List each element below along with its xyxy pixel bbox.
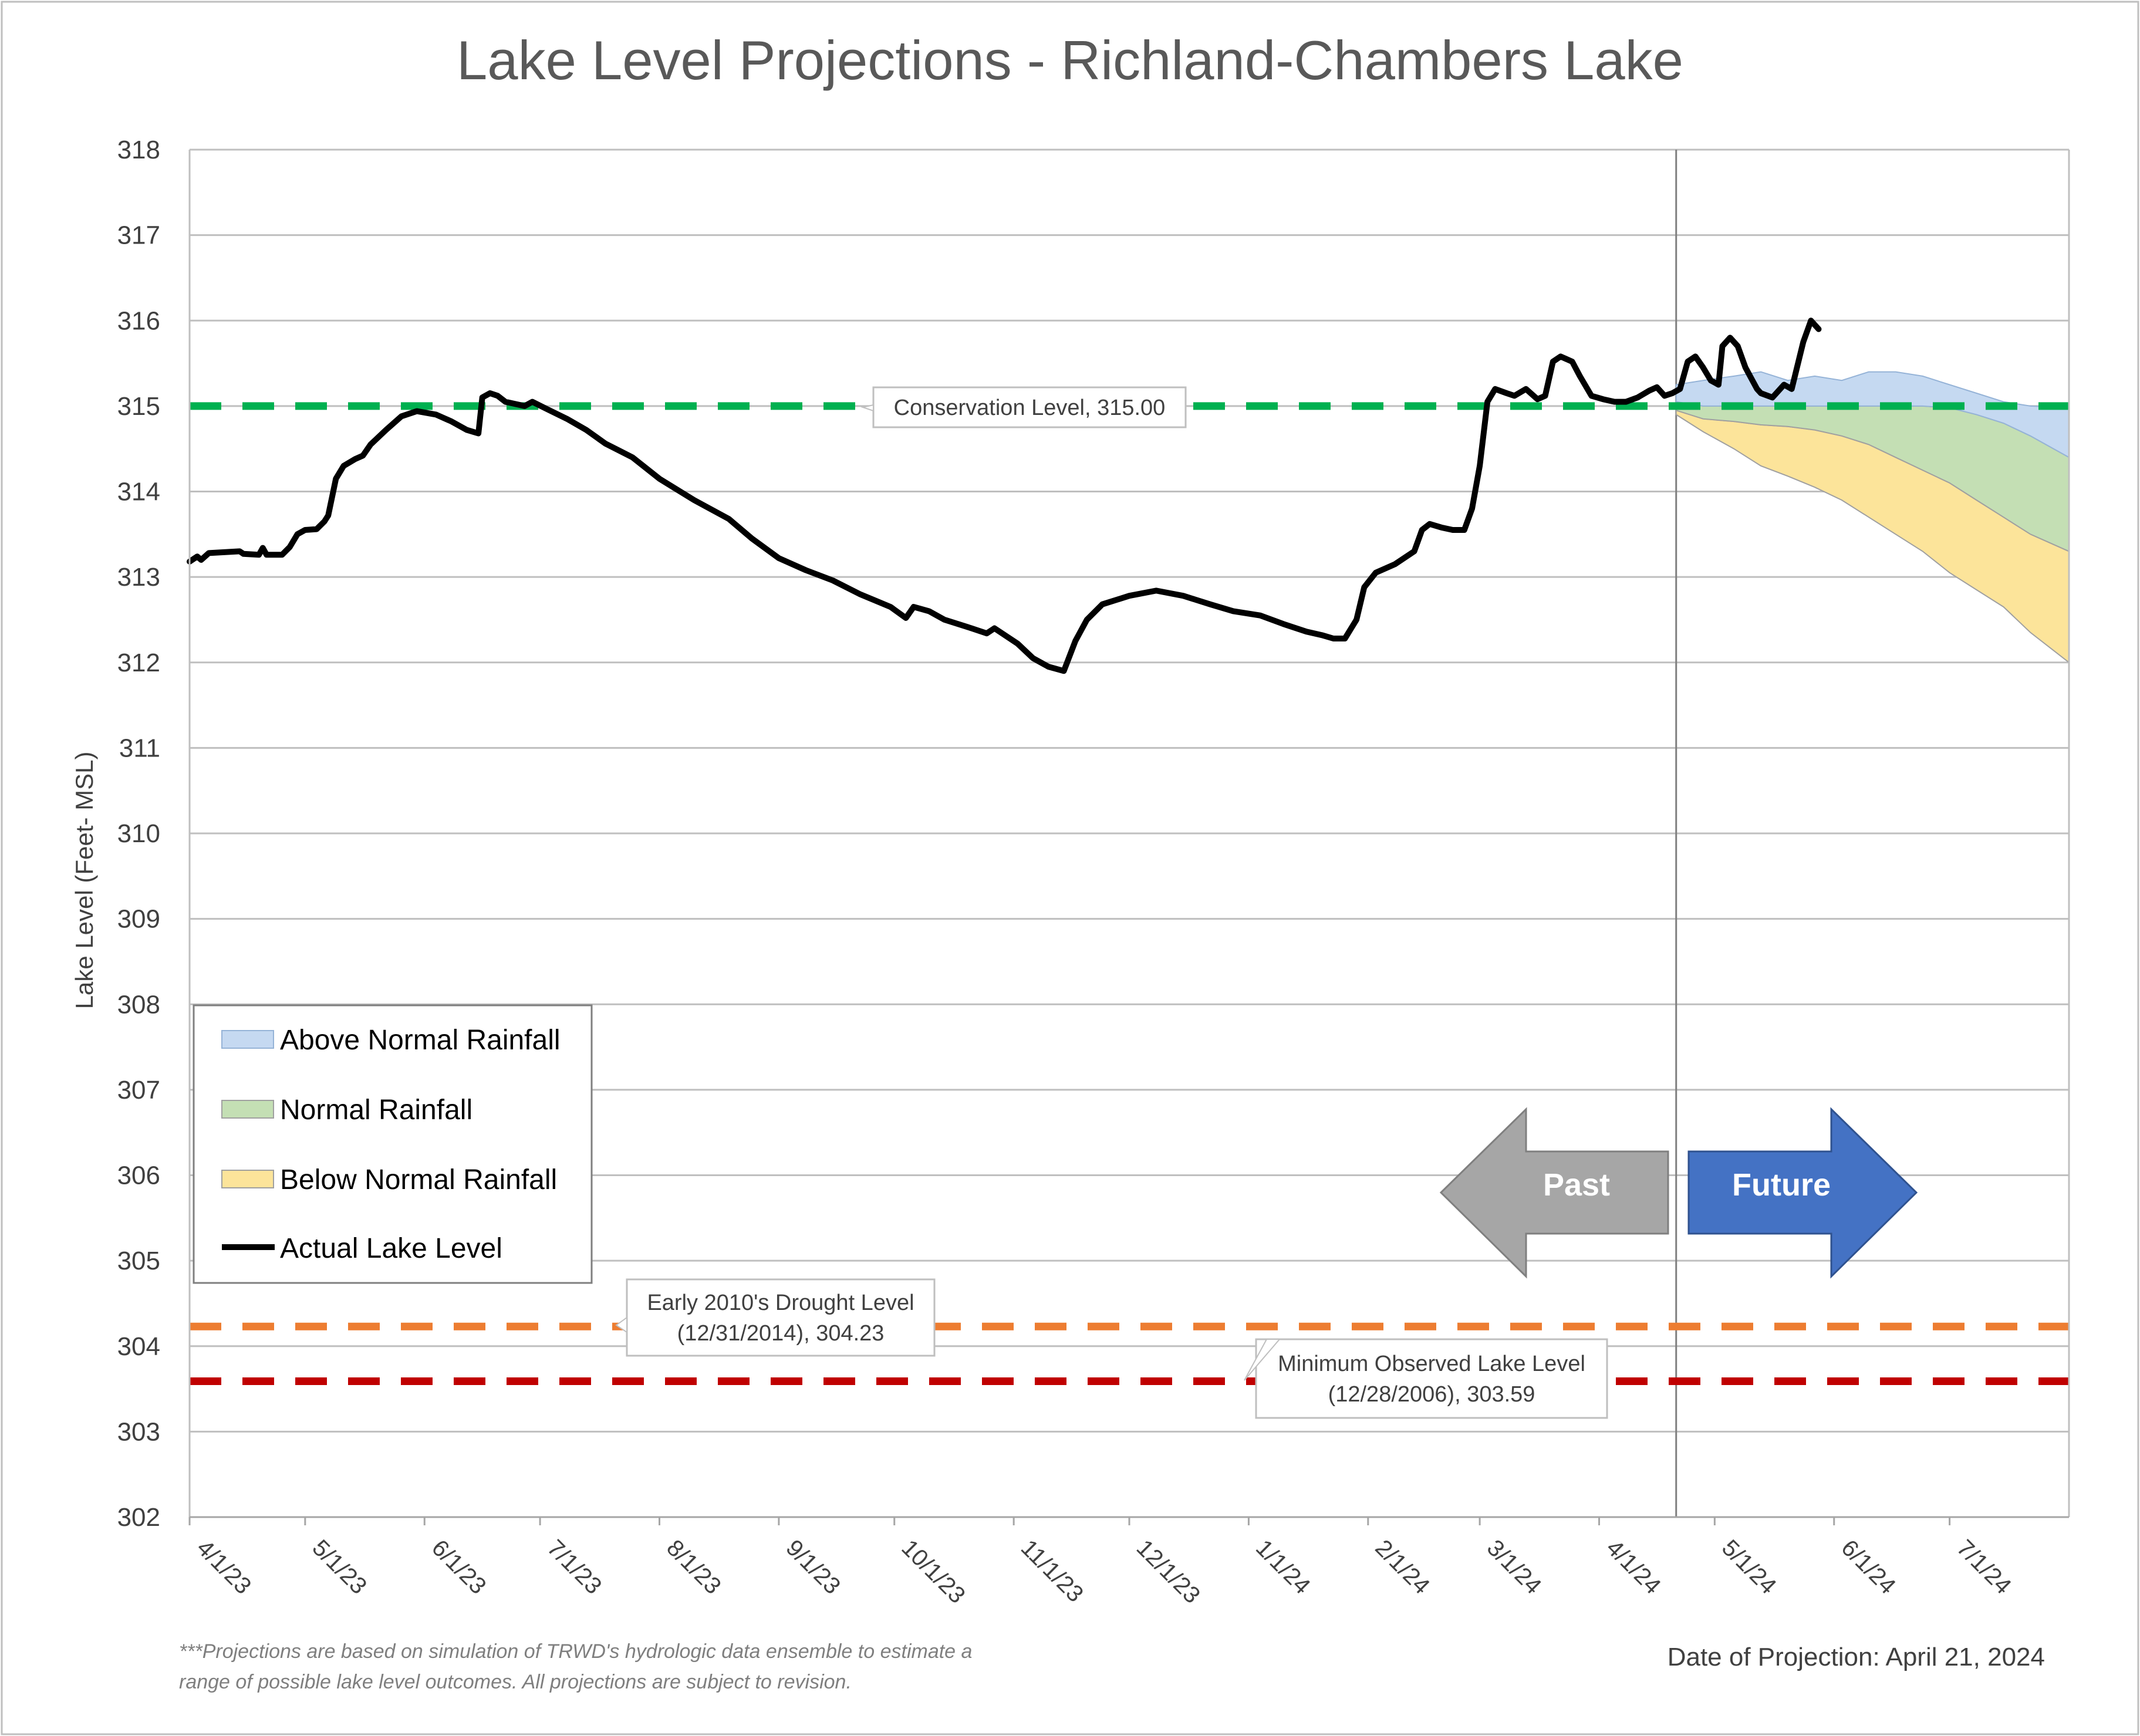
callout-pointer-conservation	[860, 404, 874, 412]
past-arrow-label: Past	[1543, 1167, 1610, 1203]
future-arrow-shape	[1687, 1107, 1918, 1279]
callout-box-minimum	[1255, 1338, 1608, 1419]
callout-pointer-minimum	[1244, 1339, 1281, 1381]
past-arrow-shape	[1439, 1107, 1669, 1279]
legend: Above Normal Rainfall Normal Rainfall Be…	[193, 1004, 593, 1284]
y-tick-label: 317	[117, 221, 160, 250]
future-arrow-label: Future	[1732, 1167, 1831, 1203]
chart-title: Lake Level Projections - Richland-Chambe…	[457, 29, 1683, 91]
y-tick-label: 307	[117, 1076, 160, 1105]
projection-date: Date of Projection: April 21, 2024	[1668, 1643, 2045, 1671]
legend-label-above: Above Normal Rainfall	[280, 1025, 561, 1056]
actual-series	[187, 318, 1822, 674]
callout-text-minimum: Minimum Observed Lake Level	[1278, 1352, 1585, 1376]
y-tick-label: 313	[117, 563, 160, 592]
y-tick-label: 316	[117, 306, 160, 335]
y-tick-label: 304	[117, 1332, 160, 1361]
callout-text-minimum: (12/28/2006), 303.59	[1328, 1382, 1535, 1407]
legend-label-actual: Actual Lake Level	[280, 1233, 502, 1264]
y-tick-label: 315	[117, 392, 160, 421]
legend-label-normal: Normal Rainfall	[280, 1095, 472, 1126]
y-tick-label: 309	[117, 905, 160, 934]
actual-lake-level-line	[187, 318, 1822, 674]
footnote-line-1: ***Projections are based on simulation o…	[179, 1640, 972, 1663]
reference-labels: Conservation Level, 315.00 Early 2010's D…	[615, 386, 1608, 1419]
past-arrow: Past	[1439, 1107, 1669, 1279]
future-arrow: Future	[1687, 1107, 1918, 1279]
callout-text-drought: Early 2010's Drought Level	[647, 1291, 914, 1315]
callout-box-drought	[626, 1278, 936, 1357]
callout-text-conservation: Conservation Level, 315.00	[894, 396, 1166, 420]
legend-swatch-above	[221, 1030, 274, 1049]
y-tick-label: 314	[117, 478, 160, 506]
y-tick-label: 310	[117, 819, 160, 848]
y-tick-label: 305	[117, 1247, 160, 1275]
callout-text-drought: (12/31/2014), 304.23	[677, 1321, 885, 1346]
legend-swatch-below	[221, 1170, 274, 1188]
legend-box	[193, 1004, 593, 1284]
y-tick-label: 306	[117, 1161, 160, 1190]
footnote-line-2: range of possible lake level outcomes. A…	[179, 1671, 852, 1693]
y-tick-label: 311	[119, 734, 160, 762]
callout-box-conservation	[872, 386, 1187, 428]
plot-gridlines	[190, 148, 2069, 1518]
y-tick-label: 312	[117, 649, 160, 677]
y-tick-label: 302	[117, 1503, 160, 1532]
callout-pointer-drought	[615, 1316, 627, 1333]
y-tick-label: 303	[117, 1417, 160, 1446]
legend-swatch-normal	[221, 1100, 274, 1119]
y-axis-label: Lake Level (Feet- MSL)	[70, 752, 98, 1009]
y-tick-label: 318	[117, 136, 160, 164]
y-tick-label: 308	[117, 990, 160, 1019]
legend-label-below: Below Normal Rainfall	[280, 1164, 557, 1195]
